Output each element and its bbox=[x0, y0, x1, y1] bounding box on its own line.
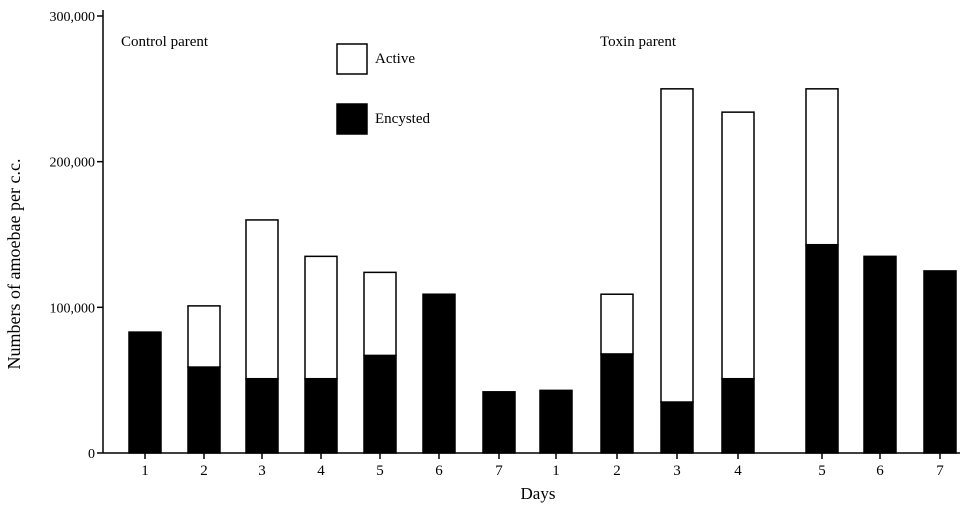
legend-label-active: Active bbox=[375, 51, 415, 67]
legend: Active Encysted bbox=[336, 43, 430, 135]
bar-active bbox=[805, 88, 839, 246]
x-tick-label: 7 bbox=[936, 463, 944, 479]
x-tick-label: 5 bbox=[376, 463, 384, 479]
bar-encysted bbox=[128, 331, 162, 454]
x-tick-label: 2 bbox=[200, 463, 208, 479]
bar-active bbox=[245, 219, 279, 380]
x-tick-label: 2 bbox=[613, 463, 621, 479]
bar-encysted bbox=[187, 366, 221, 454]
bar-encysted bbox=[539, 389, 573, 454]
bar-encysted bbox=[863, 255, 897, 454]
bar-encysted bbox=[363, 354, 397, 454]
x-tick-label: 3 bbox=[673, 463, 681, 479]
y-tick-label: 0 bbox=[88, 447, 95, 462]
y-tick-label: 300,000 bbox=[50, 10, 96, 25]
bar-encysted bbox=[304, 377, 338, 454]
bar-active bbox=[304, 255, 338, 380]
bar-active bbox=[721, 111, 755, 380]
x-axis-label: Days bbox=[521, 484, 556, 503]
legend-swatch-active bbox=[336, 43, 368, 75]
bar-active bbox=[600, 293, 634, 355]
bar-encysted bbox=[660, 401, 694, 454]
x-tick-label: 1 bbox=[552, 463, 560, 479]
x-tick-label: 3 bbox=[258, 463, 266, 479]
bar-active bbox=[187, 305, 221, 368]
bar-encysted bbox=[600, 353, 634, 454]
x-tick-label: 4 bbox=[734, 463, 742, 479]
bar-encysted bbox=[721, 377, 755, 454]
y-tick-label: 100,000 bbox=[50, 301, 96, 316]
x-tick-label: 1 bbox=[141, 463, 149, 479]
y-tick-label: 200,000 bbox=[50, 156, 96, 171]
group-label-toxin: Toxin parent bbox=[600, 34, 677, 50]
y-axis-label: Numbers of amoebae per c.c. bbox=[4, 159, 24, 370]
y-ticks: 0 100,000 200,000 300,000 bbox=[50, 10, 103, 462]
x-tick-label: 4 bbox=[317, 463, 325, 479]
bar-encysted bbox=[422, 293, 456, 454]
x-tick-label: 5 bbox=[818, 463, 826, 479]
x-tick-label: 6 bbox=[435, 463, 443, 479]
bar-encysted bbox=[923, 270, 957, 454]
group-label-control: Control parent bbox=[121, 34, 209, 50]
bar-encysted bbox=[482, 391, 516, 454]
x-tick-label: 7 bbox=[495, 463, 503, 479]
bars bbox=[128, 88, 957, 454]
bar-encysted bbox=[245, 377, 279, 454]
bar-encysted bbox=[805, 243, 839, 454]
x-tick-label: 6 bbox=[876, 463, 884, 479]
bar-active bbox=[363, 271, 397, 357]
legend-swatch-encysted bbox=[336, 103, 368, 135]
x-ticks: 1 2 3 4 5 6 7 1 2 3 4 5 6 7 bbox=[141, 453, 944, 479]
legend-label-encysted: Encysted bbox=[375, 111, 430, 127]
bar-active bbox=[660, 88, 694, 403]
